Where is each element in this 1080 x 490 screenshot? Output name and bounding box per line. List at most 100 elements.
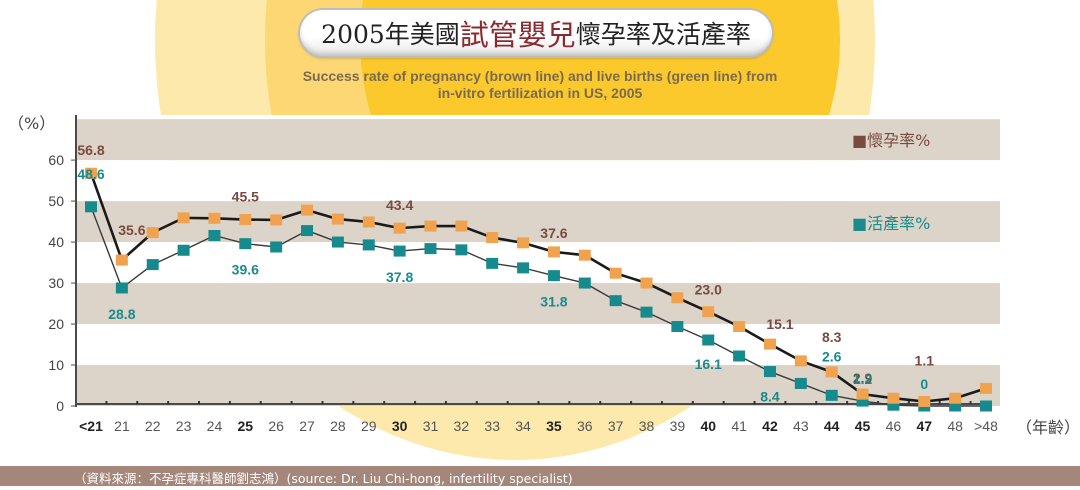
x-tick-label: 34 bbox=[515, 418, 531, 434]
live-marker bbox=[239, 238, 252, 250]
x-tick-label: 46 bbox=[886, 418, 902, 434]
live-marker bbox=[301, 225, 314, 237]
live-data-label: 28.8 bbox=[108, 306, 135, 322]
x-tick bbox=[475, 401, 478, 404]
x-tick bbox=[753, 401, 756, 404]
live-marker bbox=[455, 244, 468, 256]
grid-band bbox=[76, 283, 1000, 325]
pregnancy-data-label: 45.5 bbox=[232, 189, 259, 205]
live-data-label: 16.1 bbox=[695, 356, 722, 372]
x-tick bbox=[136, 401, 139, 404]
legend-label-pregnancy: ■懷孕率% bbox=[852, 131, 931, 150]
live-marker bbox=[115, 282, 128, 294]
x-tick-label: 42 bbox=[762, 418, 778, 434]
pregnancy-data-label: 43.4 bbox=[386, 197, 413, 213]
pregnancy-marker bbox=[239, 214, 252, 226]
pregnancy-marker bbox=[763, 338, 776, 350]
pregnancy-marker bbox=[856, 388, 869, 400]
x-tick bbox=[938, 401, 941, 404]
x-tick-label: 45 bbox=[855, 418, 871, 434]
grid-band bbox=[76, 242, 1000, 284]
live-marker bbox=[825, 389, 838, 401]
pregnancy-marker bbox=[825, 366, 838, 378]
x-tick-label: 48 bbox=[947, 418, 963, 434]
live-marker bbox=[362, 239, 375, 251]
live-marker bbox=[547, 270, 560, 282]
live-marker bbox=[856, 395, 869, 407]
pregnancy-data-label: 56.8 bbox=[77, 142, 104, 158]
pregnancy-data-label: 35.6 bbox=[118, 222, 145, 238]
x-tick-label: <21 bbox=[79, 418, 103, 434]
pregnancy-marker bbox=[547, 246, 560, 258]
pregnancy-marker bbox=[517, 237, 530, 249]
pregnancy-marker bbox=[980, 382, 992, 394]
y-tick-label: 20 bbox=[48, 316, 64, 332]
y-tick-label: 0 bbox=[56, 398, 64, 414]
grid-band bbox=[76, 201, 1000, 243]
live-marker bbox=[393, 245, 406, 257]
x-tick-label: 27 bbox=[299, 418, 315, 434]
live-marker bbox=[424, 243, 437, 255]
live-marker bbox=[486, 257, 499, 269]
grid-band bbox=[76, 365, 1000, 406]
x-tick bbox=[815, 401, 818, 404]
x-tick bbox=[167, 401, 170, 404]
pregnancy-marker bbox=[146, 227, 159, 239]
x-tick bbox=[568, 401, 571, 404]
pregnancy-marker bbox=[733, 320, 746, 332]
grid-band bbox=[76, 115, 1000, 120]
x-tick-label: 36 bbox=[577, 418, 593, 434]
x-axis: <21 21 22 23 24 25 26 27 28 29 30 31 32 33 34 35 36 37 38 3… bbox=[76, 401, 998, 434]
pregnancy-marker bbox=[794, 355, 807, 367]
pregnancy-marker bbox=[115, 254, 128, 266]
pregnancy-marker bbox=[949, 392, 962, 404]
x-tick bbox=[660, 401, 663, 404]
x-tick-label: 41 bbox=[731, 418, 747, 434]
pregnancy-marker bbox=[578, 249, 591, 261]
pregnancy-marker bbox=[486, 232, 499, 244]
live-marker bbox=[887, 399, 900, 411]
pregnancy-marker bbox=[301, 204, 314, 216]
live-data-label: 31.8 bbox=[540, 294, 567, 310]
live-marker bbox=[733, 350, 746, 362]
x-tick bbox=[599, 401, 602, 404]
x-tick-label: 38 bbox=[639, 418, 655, 434]
live-marker bbox=[763, 366, 776, 378]
x-tick-label: 33 bbox=[484, 418, 500, 434]
pregnancy-marker bbox=[270, 214, 283, 226]
x-tick-label: 35 bbox=[546, 418, 562, 434]
pregnancy-marker bbox=[331, 213, 344, 225]
pregnancy-marker bbox=[455, 220, 468, 232]
live-data-label: 8.4 bbox=[760, 389, 780, 405]
x-tick-label: 26 bbox=[268, 418, 284, 434]
x-tick bbox=[691, 401, 694, 404]
y-tick-label: 60 bbox=[48, 152, 64, 168]
x-tick bbox=[722, 401, 725, 404]
pregnancy-data-label: 37.6 bbox=[540, 225, 567, 241]
x-tick-label: 47 bbox=[916, 418, 932, 434]
source-footer: （資料來源：不孕症專科醫師劉志鴻）(source: Dr. Liu Chi-ho… bbox=[0, 466, 1080, 486]
x-tick-label: 44 bbox=[824, 418, 840, 434]
x-tick-label: 25 bbox=[238, 418, 254, 434]
pregnancy-data-label: 23.0 bbox=[695, 282, 722, 298]
pregnancy-data-label: 2.9 bbox=[853, 370, 873, 386]
x-tick-label: >48 bbox=[974, 418, 998, 434]
live-data-label: 48.6 bbox=[77, 166, 104, 182]
pregnancy-marker bbox=[393, 222, 406, 234]
x-tick bbox=[506, 401, 509, 404]
chart-title: 2005年美國 試管嬰兒 懷孕率及活產率 bbox=[300, 10, 772, 56]
title-suffix: 懷孕率及活產率 bbox=[575, 20, 751, 49]
live-marker bbox=[331, 236, 344, 248]
pregnancy-marker bbox=[424, 220, 437, 232]
x-tick-label: 30 bbox=[392, 418, 408, 434]
x-tick-label: 29 bbox=[361, 418, 377, 434]
legend-label-live: ■活產率% bbox=[852, 214, 931, 233]
live-marker bbox=[177, 244, 190, 256]
pregnancy-marker bbox=[362, 216, 375, 228]
live-data-label: 37.8 bbox=[386, 269, 413, 285]
pregnancy-marker bbox=[85, 167, 97, 179]
x-tick-label: 23 bbox=[176, 418, 192, 434]
x-tick bbox=[444, 401, 447, 404]
y-tick-label: 30 bbox=[48, 275, 64, 291]
